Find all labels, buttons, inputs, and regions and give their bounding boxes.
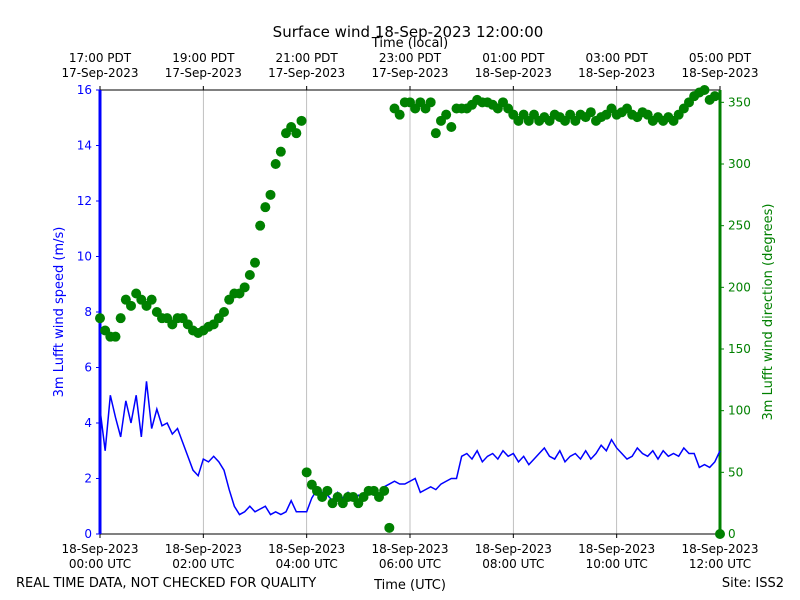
direction-point	[270, 159, 281, 169]
direction-point	[239, 282, 250, 293]
x-tick-label: 18-Sep-2023 04:00 UTC	[268, 542, 346, 571]
direction-point	[446, 122, 457, 132]
y2-tick-label: 150	[728, 342, 751, 356]
direction-point	[301, 467, 312, 478]
x2-tick-label: 01:00 PDT 18-Sep-2023	[474, 51, 552, 80]
x2-tick-label: 23:00 PDT 17-Sep-2023	[371, 51, 449, 80]
direction-point	[384, 522, 395, 533]
direction-point	[296, 115, 307, 126]
direction-point	[715, 529, 725, 539]
direction-point	[110, 331, 121, 342]
direction-point	[379, 485, 390, 496]
direction-point	[219, 307, 229, 317]
y-tick-label: 14	[77, 139, 92, 153]
y-tick-label: 16	[77, 83, 92, 97]
x-tick-label: 18-Sep-2023 08:00 UTC	[474, 542, 552, 571]
y-tick-label: 8	[84, 305, 92, 319]
direction-point	[291, 128, 302, 139]
y-tick-label: 12	[77, 194, 92, 208]
y2-tick-label: 50	[728, 465, 743, 479]
y-axis-label: 3m Lufft wind speed (m/s)	[52, 227, 67, 398]
x-tick-label: 18-Sep-2023 02:00 UTC	[164, 542, 242, 571]
direction-point	[265, 189, 276, 200]
direction-point	[126, 300, 136, 311]
x2-tick-label: 17:00 PDT 17-Sep-2023	[61, 51, 139, 80]
direction-point	[146, 294, 157, 305]
x-tick-label: 18-Sep-2023 00:00 UTC	[61, 542, 139, 571]
x2-axis-label: Time (local)	[371, 36, 448, 51]
x2-tick-label: 21:00 PDT 17-Sep-2023	[268, 51, 346, 80]
x-axis-label: Time (UTC)	[373, 578, 446, 593]
y-tick-label: 4	[84, 416, 92, 430]
y2-tick-label: 350	[728, 95, 751, 109]
chart-title: Surface wind 18-Sep-2023 12:00:00	[273, 23, 544, 41]
x-tick-label: 18-Sep-2023 06:00 UTC	[371, 542, 449, 571]
speed-line	[99, 381, 721, 516]
direction-point	[275, 146, 286, 157]
y2-tick-label: 250	[728, 219, 751, 233]
x-tick-label: 18-Sep-2023 12:00 UTC	[681, 542, 759, 571]
direction-point	[585, 107, 596, 118]
y-tick-label: 2	[84, 472, 92, 486]
y-tick-label: 0	[84, 527, 92, 541]
y2-axis-label: 3m Lufft wind direction (degrees)	[761, 204, 776, 421]
y2-tick-label: 0	[728, 527, 736, 541]
footer-left: REAL TIME DATA, NOT CHECKED FOR QUALITY	[16, 576, 316, 591]
direction-point	[255, 220, 266, 231]
direction-point	[699, 85, 710, 95]
y2-tick-label: 300	[728, 157, 751, 171]
x2-tick-label: 05:00 PDT 18-Sep-2023	[681, 51, 759, 80]
direction-point	[709, 91, 720, 102]
direction-point	[425, 97, 436, 108]
direction-point	[394, 109, 405, 120]
direction-point	[430, 128, 441, 139]
x-tick-label: 18-Sep-2023 10:00 UTC	[578, 542, 656, 571]
direction-point	[322, 485, 333, 496]
y-tick-label: 10	[77, 250, 92, 264]
y2-tick-label: 200	[728, 280, 751, 294]
direction-point	[250, 257, 260, 268]
footer-right: Site: ISS2	[722, 576, 784, 591]
direction-point	[441, 109, 452, 120]
direction-point	[95, 313, 105, 324]
x2-tick-label: 19:00 PDT 17-Sep-2023	[164, 51, 242, 80]
direction-point	[244, 270, 255, 280]
y-tick-label: 6	[84, 361, 92, 375]
direction-point	[115, 313, 126, 324]
x2-tick-label: 03:00 PDT 18-Sep-2023	[578, 51, 656, 80]
direction-point	[260, 202, 271, 213]
y2-tick-label: 100	[728, 404, 751, 418]
